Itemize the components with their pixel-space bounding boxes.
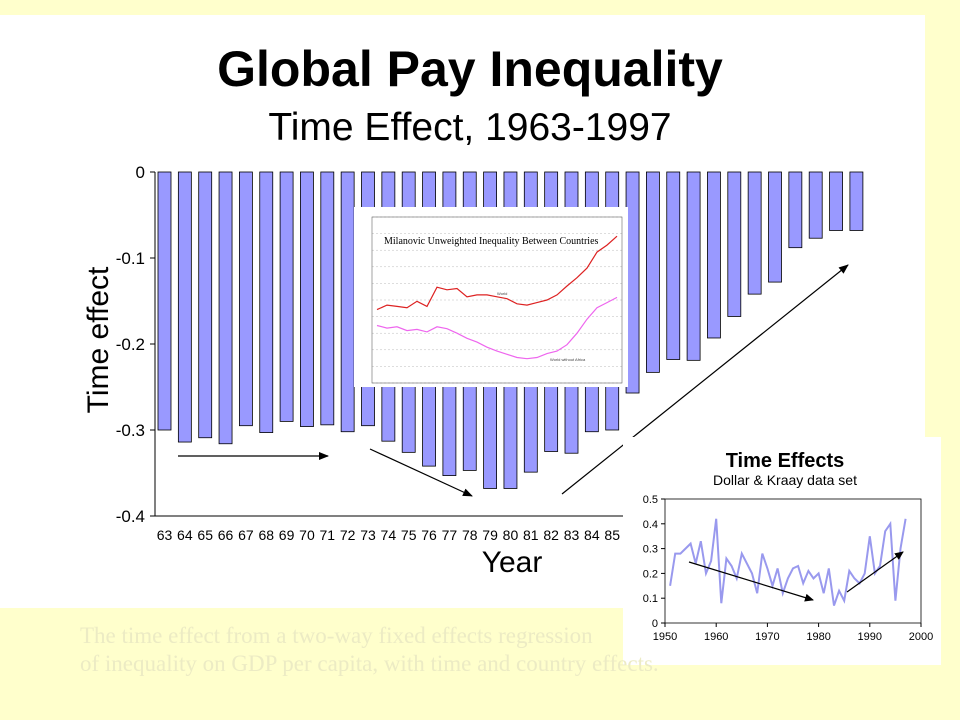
main-x-tick-label: 82 [543, 527, 559, 543]
main-x-tick-label: 75 [401, 527, 417, 543]
bar-63 [157, 171, 172, 431]
main-x-axis-label: Year [482, 546, 543, 579]
time-effects-subtitle: Dollar & Kraay data set [713, 472, 857, 488]
main-x-tick-label: 74 [381, 527, 397, 543]
main-x-tick-label: 73 [360, 527, 376, 543]
milanovic-inset: Milanovic Unweighted Inequality Between … [354, 207, 628, 387]
main-x-tick-label: 70 [299, 527, 315, 543]
bar-91 [727, 171, 742, 317]
time-effects-y-tick-label: 0 [652, 618, 658, 630]
milanovic-series-line [376, 296, 618, 360]
bar-72 [340, 171, 355, 433]
slide-title: Global Pay Inequality [217, 41, 723, 97]
time-effects-plot-frame [664, 498, 922, 624]
slide-subtitle: Time Effect, 1963-1997 [268, 106, 671, 149]
main-x-tick-label: 84 [584, 527, 600, 543]
arrow-decline [369, 448, 473, 497]
time-effects-y-tick-label: 0.4 [643, 519, 658, 531]
main-x-tick-label: 67 [238, 527, 254, 543]
bar-71 [320, 171, 335, 426]
main-y-tick-label: 0 [136, 163, 145, 182]
time-effects-x-tick-label: 2000 [909, 631, 933, 643]
bar-90 [707, 171, 721, 339]
time-effects-x-tick-label: 1980 [806, 631, 830, 643]
main-x-tick-label: 66 [218, 527, 234, 543]
bar-93 [768, 171, 782, 283]
inset-arrow-decline [688, 561, 814, 602]
milanovic-series-line [376, 235, 618, 311]
time-effects-axes: 0 0.1 0.2 0.3 0.4 0.5 1950 1960 1970 1980 1990 2000 [643, 494, 934, 643]
bar-92 [747, 171, 762, 295]
milanovic-series-world: World [497, 291, 507, 296]
bar-96 [829, 171, 843, 231]
bar-65 [198, 171, 213, 439]
bar-70 [300, 171, 314, 427]
bar-64 [177, 171, 192, 443]
time-effects-y-tick-label: 0.5 [643, 494, 658, 506]
main-x-tick-label: 71 [320, 527, 336, 543]
main-x-tick-label: 68 [258, 527, 274, 543]
main-y-tick-label: -0.2 [116, 335, 145, 354]
bar-66 [218, 171, 233, 445]
bar-67 [238, 171, 253, 427]
main-y-axis-label: Time effect [82, 266, 115, 413]
bar-69 [279, 171, 294, 422]
milanovic-grid [371, 216, 623, 384]
main-x-tick-label: 72 [340, 527, 356, 543]
main-x-tick-label: 64 [177, 527, 193, 543]
bar-88 [666, 171, 681, 360]
bar-97 [849, 171, 864, 231]
main-x-tick-label: 79 [482, 527, 498, 543]
bar-87 [646, 171, 660, 373]
milanovic-title: Milanovic Unweighted Inequality Between … [384, 236, 599, 247]
time-effects-line [669, 518, 907, 606]
milanovic-series-world-without-africa: World without Africa [550, 357, 586, 362]
time-effects-y-tick-label: 0.1 [643, 593, 658, 605]
time-effects-inset: Time Effects Dollar & Kraay data set 0 0.… [623, 437, 941, 665]
time-effects-series-line [669, 518, 907, 606]
time-effects-y-tick-label: 0.3 [643, 544, 658, 556]
time-effects-x-tick-label: 1990 [858, 631, 882, 643]
milanovic-plot-frame [371, 216, 623, 384]
time-effects-title: Time Effects [726, 450, 845, 472]
time-effects-x-tick-label: 1960 [704, 631, 728, 643]
caption-line-2: of inequality on GDP per capita, with ti… [80, 651, 659, 676]
main-x-tick-label: 81 [523, 527, 539, 543]
main-y-tick-label: -0.3 [116, 421, 145, 440]
caption-line-1: The time effect from a two-way fixed eff… [80, 623, 593, 648]
time-effects-y-tick-label: 0.2 [643, 568, 658, 580]
arrow-rise [561, 264, 849, 495]
bar-89 [686, 171, 701, 361]
bar-95 [808, 171, 823, 239]
bar-68 [259, 171, 274, 433]
main-x-tick-label: 83 [564, 527, 580, 543]
main-x-tick-label: 63 [157, 527, 173, 543]
main-y-tick-label: -0.1 [116, 249, 145, 268]
main-x-tick-label: 69 [279, 527, 295, 543]
inset-arrow-rise [846, 551, 904, 593]
time-effects-x-tick-label: 1970 [755, 631, 779, 643]
time-effects-x-tick-label: 1950 [653, 631, 677, 643]
milanovic-lines [376, 235, 618, 360]
main-x-tick-label: 78 [462, 527, 478, 543]
main-x-tick-label: 85 [604, 527, 620, 543]
caption: The time effect from a two-way fixed eff… [80, 622, 920, 678]
main-x-tick-label: 76 [421, 527, 437, 543]
main-x-tick-label: 80 [503, 527, 519, 543]
bar-86 [625, 171, 640, 394]
main-y-tick-label: -0.4 [116, 507, 145, 526]
main-x-tick-label: 77 [442, 527, 458, 543]
bar-94 [788, 171, 803, 249]
main-x-tick-label: 65 [197, 527, 213, 543]
